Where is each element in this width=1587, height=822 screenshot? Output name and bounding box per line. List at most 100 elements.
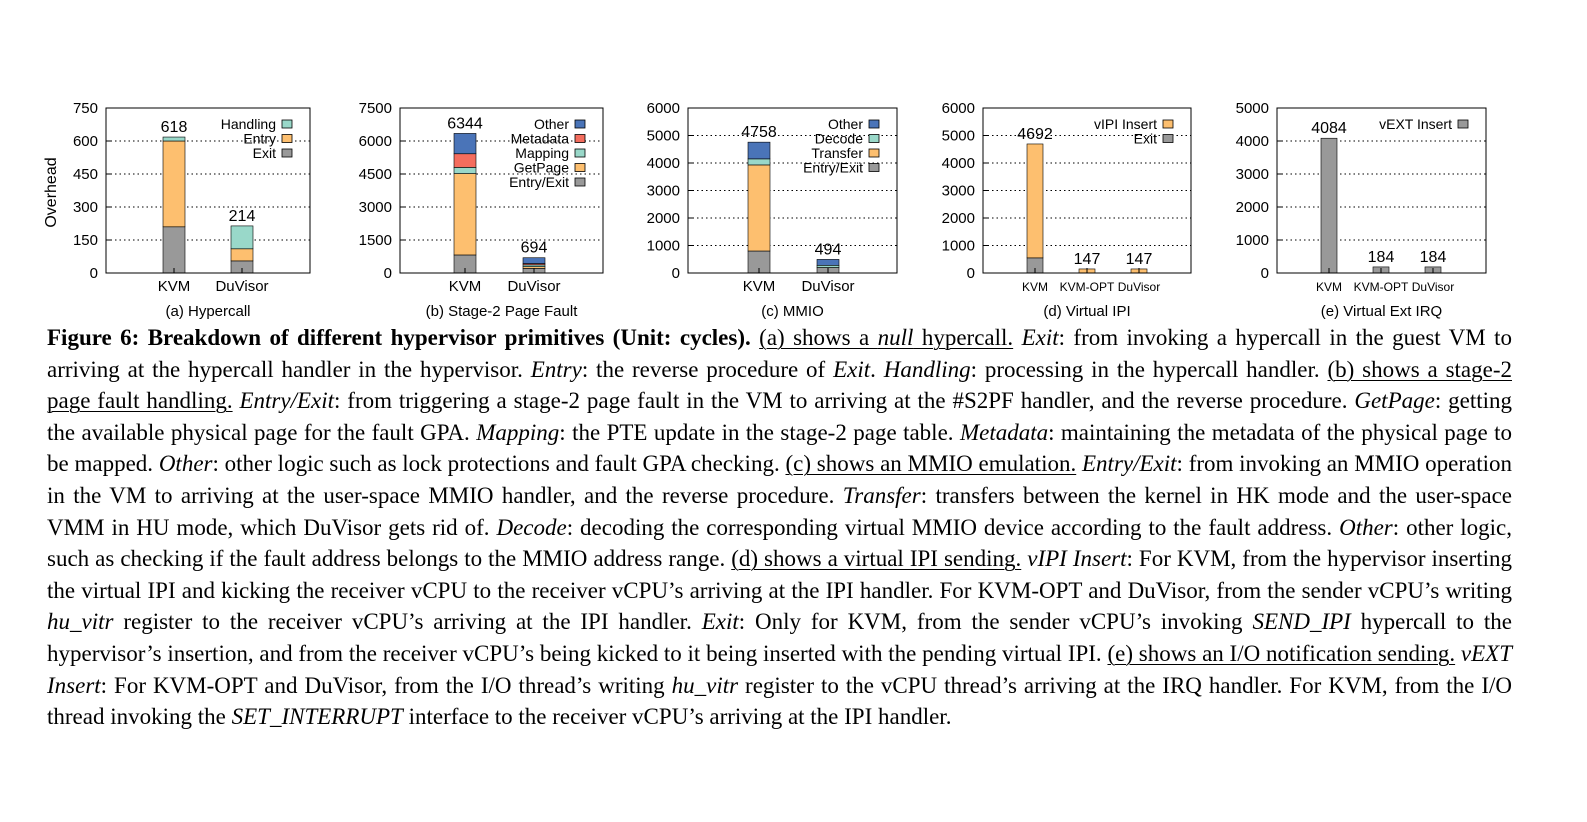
caption-segment: Entry/Exit — [1082, 451, 1177, 477]
caption-segment: Metadata — [959, 419, 1049, 445]
caption-segment: Other — [158, 451, 213, 477]
x-tick-label: DuVisor — [1412, 280, 1454, 294]
y-tick-label: 0 — [967, 265, 975, 282]
y-tick-label: 5000 — [942, 128, 975, 145]
legend-label: Exit — [253, 145, 276, 161]
caption-segment: : from triggering a stage-2 page fault i… — [334, 388, 1355, 414]
caption-segment: Transfer — [842, 482, 921, 508]
caption-segment: : getting the available physical page fo… — [47, 388, 1512, 445]
bar-value-label: 694 — [521, 240, 548, 257]
y-tick-label: 6000 — [647, 100, 680, 117]
caption-segment: : other logic such as lock protections a… — [212, 451, 786, 477]
x-tick-label: KVM — [1316, 280, 1342, 294]
legend-label: Decode — [815, 131, 863, 147]
caption-segment: Exit — [1021, 325, 1059, 350]
y-tick-label: 1000 — [647, 238, 680, 255]
plot-frame — [399, 107, 604, 274]
y-tick-label: 4000 — [1236, 133, 1269, 150]
caption-segment: : the reverse procedure of — [581, 356, 834, 382]
legend-swatch — [868, 163, 880, 172]
bar-segment-other — [453, 133, 477, 155]
y-tick-label: 450 — [73, 166, 98, 183]
x-tick-label: DuVisor — [507, 278, 560, 295]
y-tick-label: 6000 — [942, 100, 975, 117]
legend-label: Entry/Exit — [509, 174, 569, 190]
caption-segment: : maintaining the metadata of the physic… — [47, 419, 1512, 477]
y-tick-label: 4500 — [359, 166, 392, 183]
legend-swatch — [574, 148, 586, 158]
caption-segment: : For KVM, from the hypervisor inserting… — [47, 546, 1512, 603]
bar-segment-other — [747, 141, 771, 160]
legend-swatch — [281, 119, 293, 129]
caption-segment: register to the receiver vCPU’s arriving… — [113, 609, 702, 635]
bar-value-label: 184 — [1368, 249, 1395, 266]
caption-segment: : other logic, such as checking if the f… — [47, 514, 1513, 572]
y-tick-label: 3000 — [359, 199, 392, 216]
x-tick-label: DuVisor — [1118, 280, 1160, 294]
y-tick-label: 150 — [73, 232, 98, 249]
bar-value-label: 618 — [161, 119, 188, 136]
bar-segment-exit — [162, 226, 186, 274]
legend-label: vEXT Insert — [1379, 116, 1452, 132]
chart-panel-3: 4758 KVM 494 DuVisor 0 1000 2000 3000 4000 5000 60… — [647, 100, 898, 320]
bar-value-label: 4758 — [741, 124, 777, 141]
legend-swatch — [574, 134, 586, 143]
bar-segment-decode — [816, 264, 840, 268]
bar-segment-entry — [230, 248, 254, 262]
subfigure-caption: (e) Virtual Ext IRQ — [1321, 303, 1442, 320]
bar-segment-handling — [162, 136, 186, 142]
subfigure-caption: (b) Stage-2 Page Fault — [426, 303, 579, 320]
x-tick-label: KVM — [1022, 280, 1048, 294]
bar-value-label: 4084 — [1311, 120, 1347, 137]
figure-caption: Figure 6: Breakdown of different hypervi… — [47, 322, 1512, 733]
bar-segment-getpage — [453, 173, 477, 256]
caption-segment: : from invoking a hypercall in the guest… — [47, 325, 1513, 382]
bar-value-label: 184 — [1420, 249, 1447, 266]
caption-segment: interface to the receiver vCPU’s arrivin… — [402, 704, 952, 730]
y-tick-label: 4000 — [942, 155, 975, 172]
legend-swatch — [574, 119, 586, 129]
caption-segment: (b) shows a stage-2 page fault handling. — [47, 356, 1512, 414]
x-tick-label: KVM — [449, 278, 482, 295]
legend-label: Other — [534, 116, 569, 132]
legend-swatch — [1162, 119, 1174, 129]
caption-segment: hypercall to the hypervisor’s insertion,… — [47, 609, 1512, 666]
bar-value-label: 494 — [815, 241, 842, 258]
caption-segment: Exit — [701, 609, 739, 635]
chart-panel-5: 4084 KVM 184 KVM-OPT 184 DuVisor 0 1000 2000 3000… — [1236, 100, 1487, 320]
caption-segment: (d) shows a virtual IPI sending. — [731, 546, 1022, 572]
legend-label: Exit — [1134, 131, 1157, 147]
y-tick-label: 0 — [90, 265, 98, 282]
caption-segment — [1013, 325, 1021, 350]
caption-segment: Figure 6: Breakdown of different hypervi… — [47, 325, 751, 350]
caption-segment: Other — [1339, 514, 1393, 540]
x-tick-label: KVM — [743, 278, 776, 295]
bar-value-label: 6344 — [447, 115, 483, 132]
y-tick-label: 1000 — [1236, 232, 1269, 249]
chart-panel-4: 4692 KVM 147 KVM-OPT 147 DuVisor 0 1000 2000 3000… — [942, 100, 1192, 320]
caption-segment: GetPage — [1354, 388, 1435, 414]
figure-charts: 618 KVM 214 DuVisor 0 150 300 450 600 750 Overhead… — [43, 100, 1487, 320]
y-tick-label: 750 — [73, 100, 98, 117]
legend-swatch — [574, 163, 586, 172]
legend-label: vIPI Insert — [1094, 116, 1157, 132]
caption-segment: hu_vitr — [47, 609, 114, 635]
y-tick-label: 2000 — [1236, 199, 1269, 216]
bar-segment-other — [816, 259, 840, 266]
caption-segment: . — [870, 356, 884, 382]
chart-panel-2: 6344 KVM 694 DuVisor 0 1500 3000 4500 6000 7500 Ot… — [359, 100, 604, 320]
bar-segment-decode — [747, 158, 771, 166]
subfigure-caption: (c) MMIO — [761, 303, 823, 320]
caption-segment: : the PTE update in the stage-2 page tab… — [559, 419, 960, 445]
caption-segment: Entry — [530, 356, 582, 382]
bar-segment-metadata — [453, 153, 477, 168]
bar-value-label: 147 — [1126, 251, 1153, 268]
y-tick-label: 3000 — [647, 183, 680, 200]
legend-swatch — [868, 119, 880, 129]
caption-segment: (c) shows an MMIO emulation. — [785, 451, 1077, 477]
caption-segment: Decode — [496, 514, 567, 540]
caption-segment — [751, 325, 759, 350]
caption-segment: (e) shows an I/O notification sending. — [1107, 640, 1456, 666]
y-tick-label: 1000 — [942, 238, 975, 255]
legend-label: Transfer — [811, 145, 863, 161]
